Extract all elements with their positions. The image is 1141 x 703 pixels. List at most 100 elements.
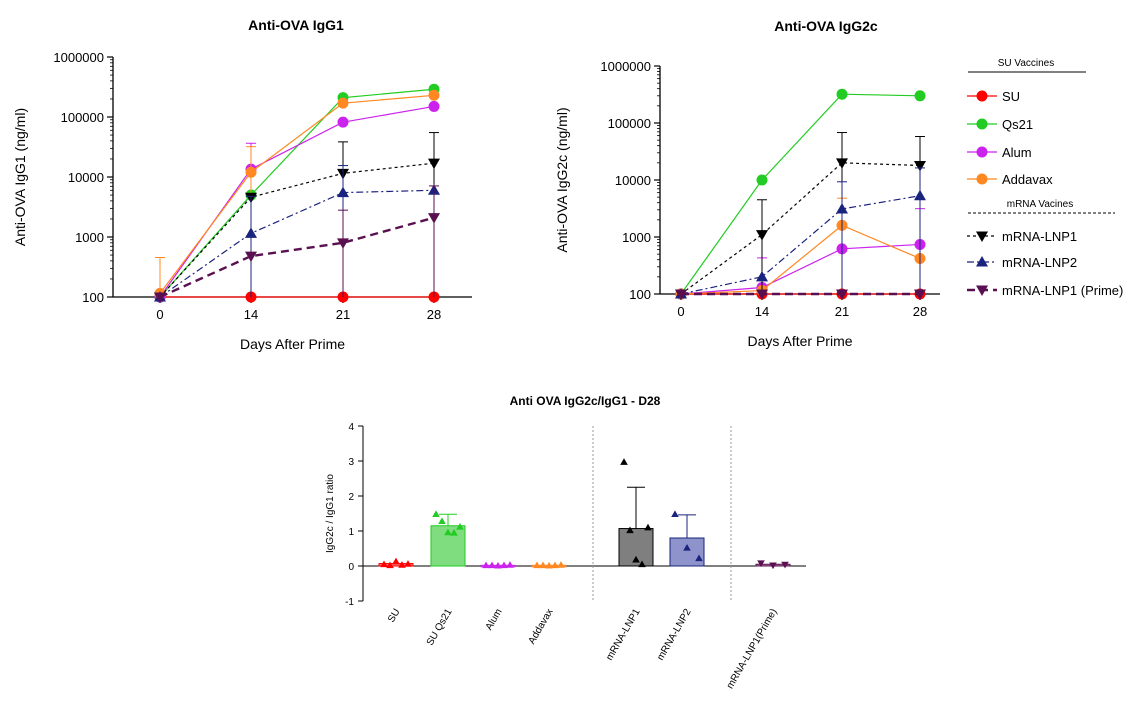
y-tick-label: 100000 — [61, 110, 104, 125]
chart-title: Anti OVA IgG2c/IgG1 - D28 — [510, 394, 661, 408]
legend-su-header: SU Vaccines — [998, 58, 1055, 69]
legend-item: Qs21 — [967, 117, 1033, 132]
data-point — [245, 227, 257, 238]
x-tick-label: mRNA-LNP1 — [604, 607, 643, 663]
data-point — [245, 166, 257, 178]
data-point — [533, 561, 541, 569]
data-point — [337, 238, 349, 249]
data-point — [914, 160, 926, 172]
legend-item: mRNA-LNP1 — [967, 229, 1077, 244]
series-line — [159, 189, 435, 298]
y-tick-label: 4 — [348, 422, 354, 433]
series-mrna-lnp1-prime- — [675, 289, 926, 300]
data-point — [488, 561, 496, 569]
y-tick-label: 1000000 — [600, 59, 651, 74]
legend-marker — [976, 146, 988, 158]
x-tick-label: 0 — [156, 307, 163, 322]
series-su — [154, 291, 440, 303]
x-tick-label: SU Qs21 — [425, 607, 455, 648]
legend-marker — [976, 173, 988, 185]
series-line — [159, 216, 435, 299]
data-point — [245, 251, 257, 263]
data-point — [836, 158, 848, 169]
data-point — [428, 158, 440, 170]
bar-group-addavax — [531, 561, 567, 569]
series-mrna-lnp2 — [675, 167, 926, 299]
legend-marker — [976, 90, 988, 102]
x-tick-label: 28 — [913, 304, 927, 319]
data-point — [380, 560, 388, 568]
x-tick-label: 21 — [336, 307, 350, 322]
data-point — [398, 561, 406, 568]
data-point — [695, 554, 703, 562]
legend-item: mRNA-LNP1 (Prime) — [967, 283, 1123, 298]
legend-label: Addavax — [1002, 172, 1053, 187]
series-qs21 — [154, 83, 440, 303]
data-point — [638, 560, 646, 568]
data-point — [444, 528, 452, 536]
data-point — [756, 174, 768, 186]
series-mrna-lnp1 — [154, 132, 440, 303]
y-tick-label: 10000 — [68, 170, 104, 185]
igg1-chart: Anti-OVA IgG1 100 1000 10000 100000 1000000 0 1… — [12, 17, 472, 352]
x-tick-label: mRNA-LNP2 — [655, 607, 694, 663]
data-point — [545, 561, 553, 569]
data-point — [626, 526, 634, 534]
legend-mrna-header: mRNA Vacines — [1007, 199, 1074, 210]
data-point — [683, 544, 691, 551]
legend-marker — [976, 256, 988, 267]
data-point — [836, 88, 848, 100]
data-point — [506, 561, 514, 568]
legend-label: mRNA-LNP1 — [1002, 229, 1077, 244]
data-point — [914, 289, 926, 300]
y-tick-label: 100000 — [608, 116, 651, 131]
legend: SU Vaccines SU Qs21 Alum Addavax mRNA-LNP1 mRN… — [967, 58, 1123, 298]
data-point — [671, 510, 679, 518]
chart-title: Anti-OVA IgG1 — [248, 17, 344, 33]
data-point — [757, 560, 765, 567]
x-tick-label: mRNA-LNP1(Prime) — [725, 607, 780, 691]
data-point — [914, 189, 926, 201]
legend-label: Qs21 — [1002, 117, 1033, 132]
bar-group-mrna-lnp2 — [669, 510, 705, 567]
data-point — [500, 561, 508, 569]
data-point — [632, 555, 640, 563]
data-point — [428, 100, 440, 112]
data-point — [404, 560, 412, 567]
y-tick-label: 100 — [82, 290, 104, 305]
y-tick-label: 10000 — [615, 173, 651, 188]
series-line — [680, 224, 921, 295]
data-point — [428, 89, 440, 101]
x-tick-label: Addavax — [527, 607, 556, 646]
legend-marker — [976, 231, 988, 242]
data-point — [539, 561, 547, 569]
legend-item: SU — [967, 89, 1020, 104]
data-point — [836, 289, 848, 300]
x-axis-label: Days After Prime — [747, 333, 852, 349]
y-tick-label: 0 — [348, 562, 354, 573]
y-axis-label: IgG2c / IgG1 ratio — [325, 474, 336, 553]
data-point — [494, 561, 502, 569]
series-line — [159, 162, 435, 298]
x-tick-label: 14 — [244, 307, 258, 322]
chart-title: Anti-OVA IgG2c — [774, 18, 878, 34]
data-point — [756, 230, 768, 241]
data-point — [438, 517, 446, 525]
legend-marker — [976, 285, 988, 296]
series-addavax — [154, 89, 440, 299]
x-tick-label: 21 — [835, 304, 849, 319]
ratio-chart: Anti OVA IgG2c/IgG1 - D28 -1 0 1 2 3 4 IgG2c / … — [325, 394, 806, 691]
series-line — [680, 195, 921, 295]
igg2c-chart: Anti-OVA IgG2c 100 1000 10000 100000 1000000 0… — [554, 18, 940, 349]
legend-label: mRNA-LNP1 (Prime) — [1002, 283, 1123, 298]
y-tick-label: 1000 — [622, 230, 651, 245]
bar-group-su-qs21 — [430, 510, 466, 567]
x-axis-label: Days After Prime — [240, 336, 345, 352]
legend-label: SU — [1002, 89, 1020, 104]
data-point — [836, 202, 848, 214]
data-point — [432, 510, 440, 518]
y-tick-label: -1 — [345, 597, 354, 608]
x-tick-label: 0 — [677, 304, 684, 319]
y-tick-label: 1000000 — [53, 50, 104, 65]
